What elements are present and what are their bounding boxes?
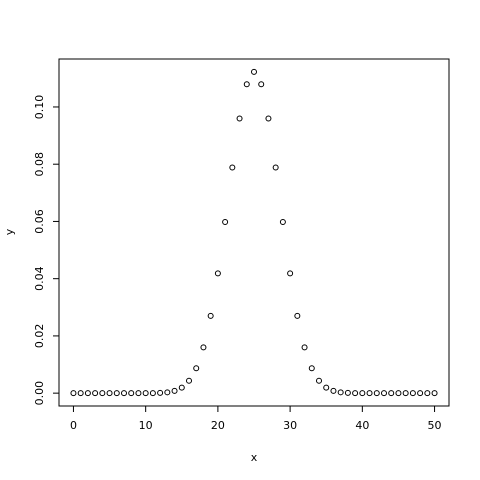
point xyxy=(373,390,380,397)
y-tick-label: 0.08 xyxy=(33,152,46,177)
point xyxy=(135,390,142,397)
x-tick-label: 40 xyxy=(355,419,369,432)
point xyxy=(121,390,127,397)
point xyxy=(128,390,135,397)
point xyxy=(157,389,164,396)
point xyxy=(77,390,84,397)
x-tick-label: 0 xyxy=(70,419,77,432)
point xyxy=(186,377,192,384)
point xyxy=(417,390,424,397)
point xyxy=(142,390,149,397)
point xyxy=(366,390,373,397)
y-axis-label: y xyxy=(3,228,16,235)
x-axis-label: x xyxy=(251,451,258,464)
point xyxy=(402,390,409,397)
point xyxy=(99,390,106,397)
point xyxy=(207,312,214,319)
point xyxy=(316,377,322,384)
point xyxy=(236,115,243,122)
point xyxy=(70,390,77,397)
point xyxy=(258,81,265,88)
point xyxy=(113,390,120,397)
point xyxy=(301,344,308,351)
point xyxy=(388,390,395,397)
point xyxy=(149,390,156,397)
y-tick-label: 0.10 xyxy=(33,95,46,120)
x-tick-label: 50 xyxy=(428,419,442,432)
point xyxy=(164,389,171,396)
y-tick-label: 0.04 xyxy=(33,266,46,291)
point xyxy=(424,390,431,397)
point xyxy=(352,390,359,397)
point xyxy=(337,389,344,396)
point xyxy=(214,270,221,277)
point xyxy=(243,81,250,88)
y-tick-label: 0.06 xyxy=(33,209,46,234)
point xyxy=(294,312,301,319)
point xyxy=(106,390,113,397)
point xyxy=(251,68,257,75)
x-tick-label: 20 xyxy=(211,419,225,432)
point xyxy=(265,115,272,122)
point xyxy=(395,390,402,397)
point xyxy=(359,390,366,397)
x-tick-label: 10 xyxy=(139,419,153,432)
point xyxy=(323,384,330,391)
point xyxy=(229,164,236,171)
point xyxy=(381,390,387,397)
y-tick-label: 0.02 xyxy=(33,324,46,349)
y-tick-label: 0.00 xyxy=(33,381,46,406)
point xyxy=(431,390,438,397)
point xyxy=(330,387,337,394)
plot-frame xyxy=(58,58,450,407)
point xyxy=(272,164,279,171)
point xyxy=(84,390,91,397)
point xyxy=(409,390,416,397)
point xyxy=(222,218,229,225)
point xyxy=(279,218,286,225)
point xyxy=(287,270,294,277)
point xyxy=(193,365,200,372)
point xyxy=(308,365,315,372)
point xyxy=(171,387,178,394)
x-tick-label: 30 xyxy=(283,419,297,432)
point xyxy=(200,344,207,351)
point xyxy=(178,384,185,391)
point xyxy=(92,390,99,397)
point xyxy=(344,389,351,396)
